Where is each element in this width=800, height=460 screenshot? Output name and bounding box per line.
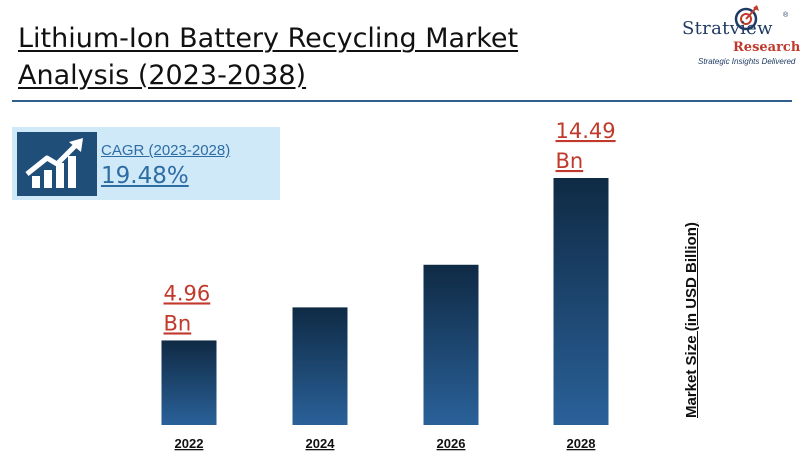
bar-2024 xyxy=(292,307,348,425)
bar-2022 xyxy=(161,340,217,425)
cagr-icon-tile xyxy=(17,132,97,196)
bar-2026 xyxy=(423,264,479,425)
stratview-logo: Stratview ® Research Strategic Insights … xyxy=(660,2,800,72)
logo-subname: Research xyxy=(733,40,800,55)
logo-tagline: Strategic Insights Delivered xyxy=(698,57,796,66)
cagr-panel: CAGR (2023-2028) 19.48% xyxy=(12,127,280,200)
cagr-value: 19.48% xyxy=(101,163,189,189)
title-line-1: Lithium-Ion Battery Recycling Market xyxy=(18,23,519,54)
x-tick-label: 2026 xyxy=(437,436,466,451)
data-label-2028: 14.49 Bn xyxy=(556,119,616,173)
target-arrow-icon xyxy=(734,5,759,31)
growth-chart-icon xyxy=(25,138,83,188)
title-line-2: Analysis (2023-2038) xyxy=(18,60,307,91)
page-title: Lithium-Ion Battery Recycling Market Ana… xyxy=(18,20,518,94)
title-divider xyxy=(12,100,792,102)
data-label-2022: 4.96 Bn xyxy=(164,281,211,335)
y-axis-label: Market Size (in USD Billion) xyxy=(683,222,700,418)
logo-registered-mark: ® xyxy=(783,12,789,19)
bar-2028 xyxy=(553,178,609,425)
x-tick-label: 2028 xyxy=(567,436,596,451)
logo-name: Stratview xyxy=(682,18,773,39)
cagr-label: CAGR (2023-2028) xyxy=(101,142,231,159)
x-tick-label: 2022 xyxy=(175,436,204,451)
x-tick-label: 2024 xyxy=(306,436,336,451)
